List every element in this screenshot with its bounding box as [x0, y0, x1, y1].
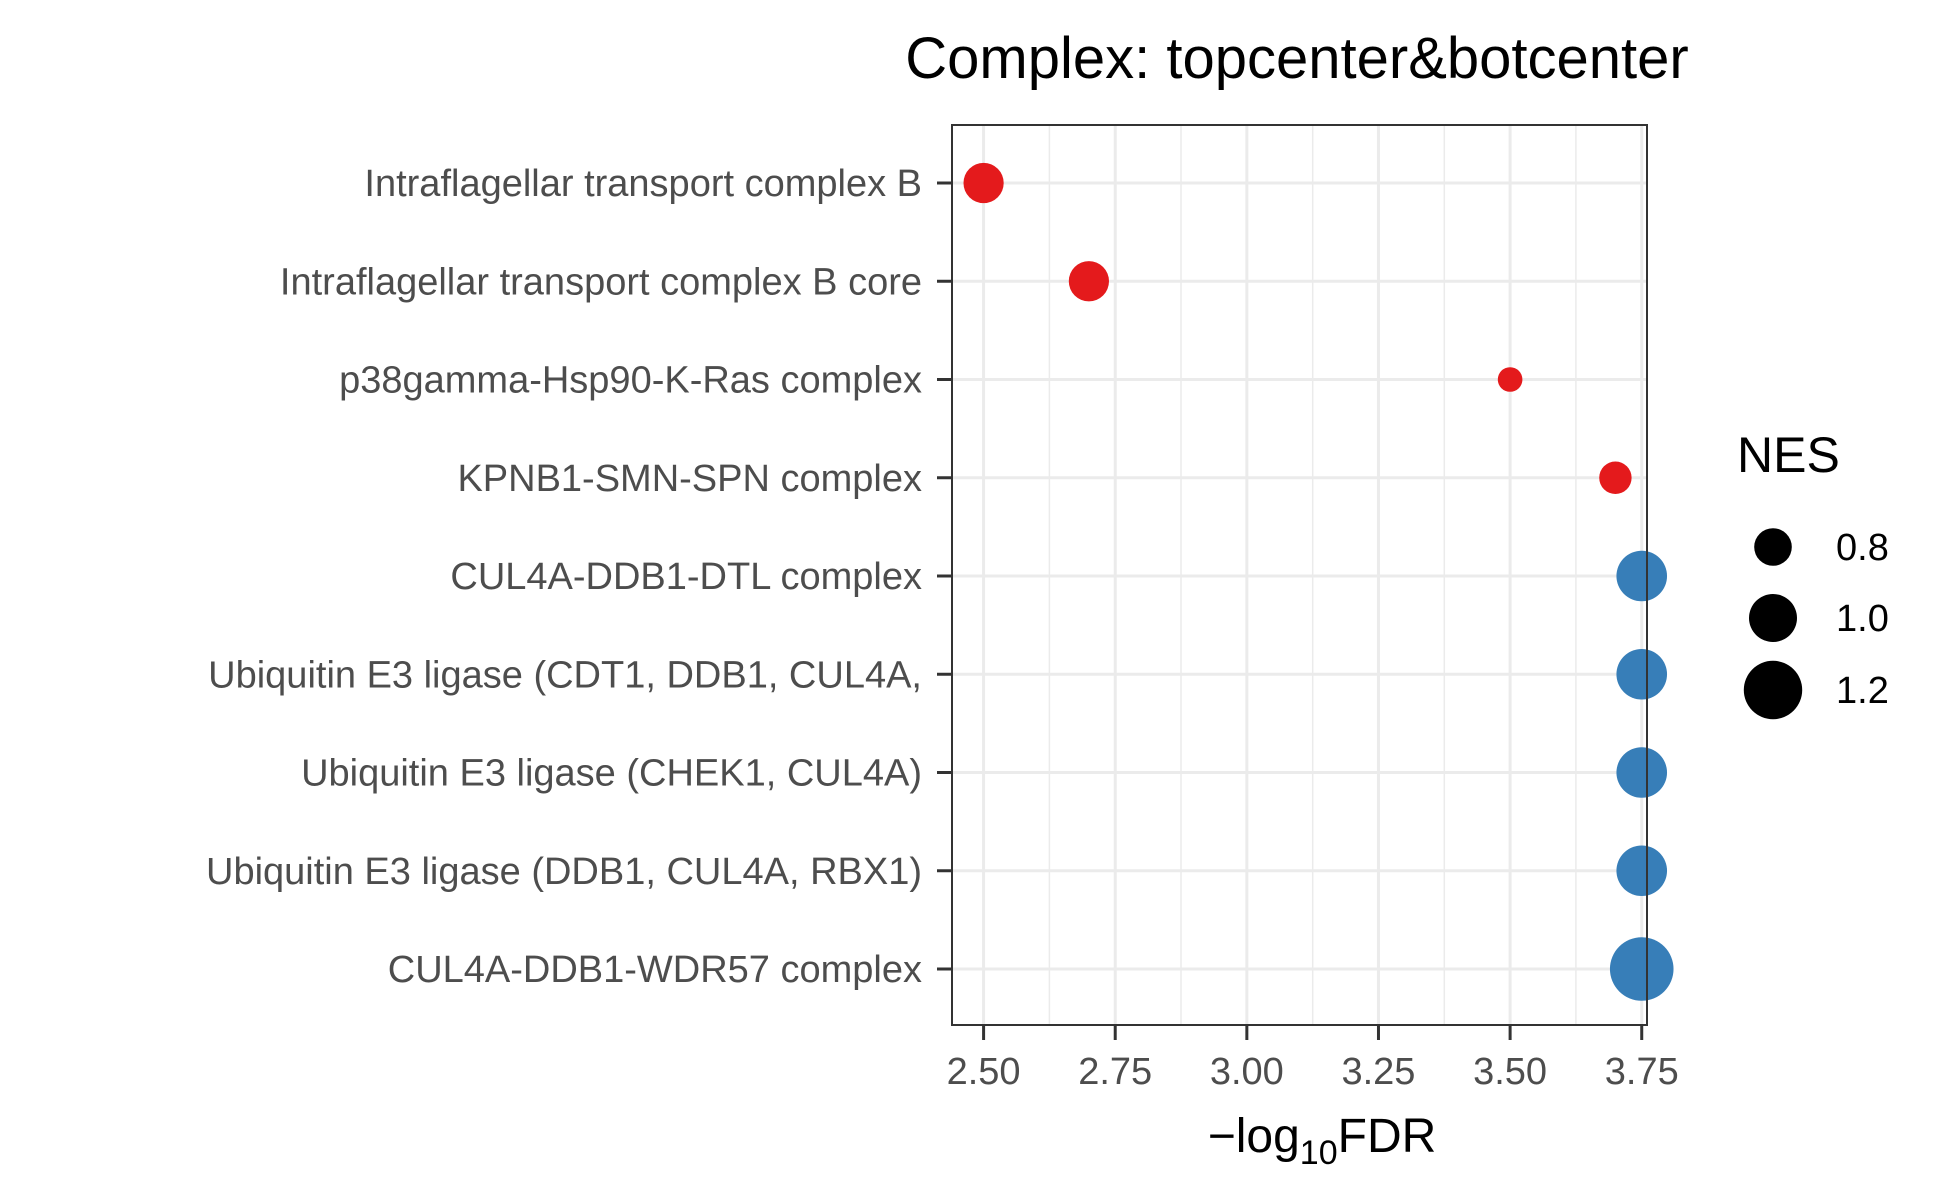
data-point [1609, 937, 1674, 1001]
y-tick-label: p38gamma-Hsp90-K-Ras complex [339, 360, 922, 402]
legend: NES 0.8 1.0 1.2 [1737, 427, 1889, 720]
data-point [1599, 461, 1632, 494]
x-tick-label: 3.75 [1605, 1051, 1679, 1093]
x-label-prefix: −log [1208, 1110, 1300, 1163]
y-tick-label: Ubiquitin E3 ligase (CHEK1, CUL4A) [301, 753, 922, 795]
x-tick-label: 2.50 [947, 1051, 1021, 1093]
y-tick-label: Ubiquitin E3 ligase (CDT1, DDB1, CUL4A, [208, 654, 922, 696]
x-tick-label: 2.75 [1078, 1051, 1152, 1093]
x-tick-label: 3.25 [1341, 1051, 1415, 1093]
y-tick-label: KPNB1-SMN-SPN complex [457, 458, 922, 500]
y-tick-label: CUL4A-DDB1-WDR57 complex [388, 949, 922, 991]
legend-key [1743, 660, 1803, 720]
y-tick-label: Ubiquitin E3 ligase (DDB1, CUL4A, RBX1) [206, 851, 922, 893]
legend-key [1754, 528, 1792, 566]
x-axis: 2.50 2.75 3.00 3.25 3.50 3.75 [947, 1025, 1679, 1093]
y-tick-label: Intraflagellar transport complex B [364, 163, 922, 205]
legend-label: 0.8 [1836, 527, 1889, 569]
plot-panel [951, 124, 1674, 1026]
data-point [1616, 747, 1668, 798]
data-point [1616, 845, 1668, 897]
x-tick-label: 3.50 [1473, 1051, 1547, 1093]
x-axis-label: −log10FDR [1208, 1110, 1437, 1172]
legend-title: NES [1737, 427, 1840, 483]
data-point [1616, 648, 1668, 700]
legend-label: 1.2 [1836, 670, 1889, 712]
legend-entries: 0.8 1.0 1.2 [1743, 527, 1889, 720]
legend-key [1749, 594, 1797, 642]
y-tick-label: CUL4A-DDB1-DTL complex [450, 556, 922, 598]
data-point [1497, 367, 1523, 392]
x-label-subscript: 10 [1300, 1134, 1338, 1172]
data-point [1068, 261, 1109, 302]
data-point [1616, 550, 1668, 602]
y-tick-label: Intraflagellar transport complex B core [280, 261, 922, 303]
x-label-suffix: FDR [1338, 1110, 1437, 1163]
legend-label: 1.0 [1836, 598, 1889, 640]
y-axis: Intraflagellar transport complex B Intraf… [206, 163, 952, 991]
x-tick-label: 3.00 [1210, 1051, 1284, 1093]
data-point [963, 162, 1004, 204]
chart-title: Complex: topcenter&botcenter [905, 26, 1688, 91]
data-points [963, 162, 1674, 1001]
